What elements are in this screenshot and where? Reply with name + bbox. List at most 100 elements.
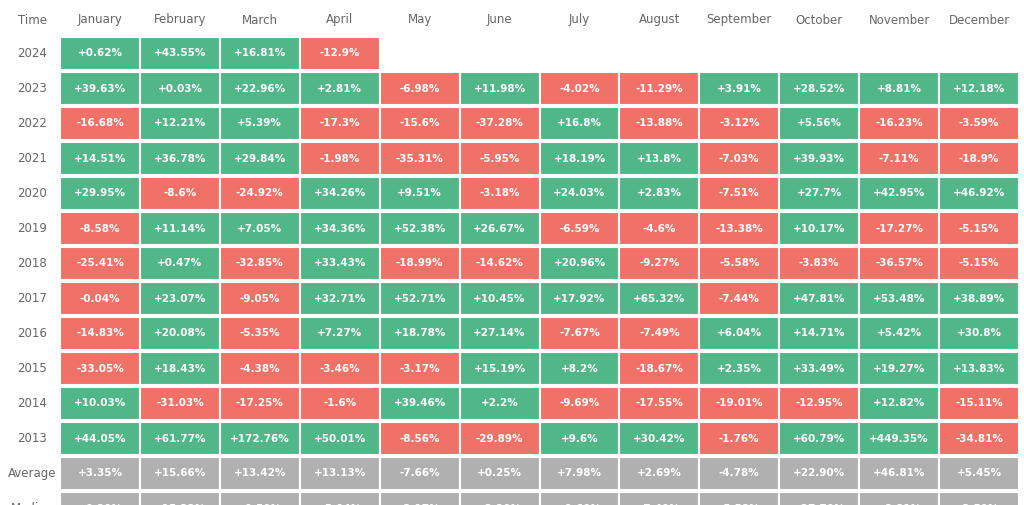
- Text: +9.60%: +9.60%: [557, 503, 602, 505]
- Bar: [220, 352, 300, 385]
- Text: +44.05%: +44.05%: [74, 433, 126, 443]
- Bar: [60, 317, 140, 350]
- Text: +14.71%: +14.71%: [793, 328, 846, 338]
- Bar: [60, 387, 140, 420]
- Text: +0.62%: +0.62%: [78, 48, 123, 59]
- Text: +449.35%: +449.35%: [869, 433, 929, 443]
- Bar: [939, 247, 1019, 280]
- Bar: [859, 212, 939, 245]
- Text: +15.32%: +15.32%: [154, 503, 206, 505]
- Text: October: October: [796, 14, 843, 26]
- Text: 2014: 2014: [17, 397, 47, 410]
- Bar: [779, 457, 859, 490]
- Bar: [460, 177, 540, 210]
- Bar: [140, 212, 220, 245]
- Text: -6.98%: -6.98%: [399, 83, 440, 93]
- Text: +9.6%: +9.6%: [561, 433, 598, 443]
- Text: July: July: [569, 14, 590, 26]
- Text: +13.42%: +13.42%: [233, 469, 286, 479]
- Text: +8.81%: +8.81%: [877, 83, 922, 93]
- Bar: [300, 107, 380, 140]
- Bar: [300, 282, 380, 315]
- Text: -3.18%: -3.18%: [479, 188, 520, 198]
- Text: -14.62%: -14.62%: [475, 259, 523, 269]
- Text: -7.03%: -7.03%: [719, 154, 760, 164]
- Bar: [620, 352, 699, 385]
- Bar: [460, 282, 540, 315]
- Bar: [939, 387, 1019, 420]
- Text: 2021: 2021: [17, 152, 47, 165]
- Text: Time: Time: [18, 14, 47, 26]
- Bar: [300, 142, 380, 175]
- Text: +27.70%: +27.70%: [793, 503, 846, 505]
- Text: -17.3%: -17.3%: [319, 119, 360, 128]
- Text: +34.36%: +34.36%: [313, 224, 366, 233]
- Bar: [620, 72, 699, 105]
- Bar: [540, 317, 620, 350]
- Bar: [939, 107, 1019, 140]
- Text: +39.63%: +39.63%: [74, 83, 126, 93]
- Bar: [60, 37, 140, 70]
- Text: +26.67%: +26.67%: [473, 224, 525, 233]
- Bar: [779, 5, 859, 35]
- Text: -4.6%: -4.6%: [643, 224, 676, 233]
- Text: +38.89%: +38.89%: [953, 293, 1006, 304]
- Text: +46.81%: +46.81%: [872, 469, 926, 479]
- Text: -16.68%: -16.68%: [76, 119, 124, 128]
- Text: Average: Average: [8, 467, 56, 480]
- Bar: [859, 387, 939, 420]
- Bar: [300, 352, 380, 385]
- Text: -1.76%: -1.76%: [719, 433, 760, 443]
- Bar: [140, 247, 220, 280]
- Text: -3.17%: -3.17%: [399, 364, 440, 374]
- Text: 2016: 2016: [17, 327, 47, 340]
- Text: -4.78%: -4.78%: [719, 469, 760, 479]
- Text: -7.49%: -7.49%: [639, 328, 680, 338]
- Bar: [380, 142, 460, 175]
- Text: -6.59%: -6.59%: [559, 224, 600, 233]
- Text: -4.02%: -4.02%: [559, 83, 600, 93]
- Text: -5.15%: -5.15%: [958, 224, 999, 233]
- Text: +32.71%: +32.71%: [313, 293, 366, 304]
- Text: -7.49%: -7.49%: [639, 503, 680, 505]
- Text: +16.8%: +16.8%: [557, 119, 602, 128]
- Text: -36.57%: -36.57%: [876, 259, 923, 269]
- Text: +65.32%: +65.32%: [633, 293, 685, 304]
- Text: +5.39%: +5.39%: [238, 119, 283, 128]
- Bar: [380, 387, 460, 420]
- Text: +10.03%: +10.03%: [74, 398, 126, 409]
- Bar: [939, 282, 1019, 315]
- Bar: [939, 492, 1019, 505]
- Bar: [140, 457, 220, 490]
- Text: -7.66%: -7.66%: [399, 469, 440, 479]
- Bar: [620, 317, 699, 350]
- Bar: [140, 37, 220, 70]
- Text: -33.05%: -33.05%: [76, 364, 124, 374]
- Bar: [220, 282, 300, 315]
- Text: +20.96%: +20.96%: [553, 259, 605, 269]
- Bar: [60, 492, 140, 505]
- Bar: [460, 492, 540, 505]
- Bar: [540, 107, 620, 140]
- Text: -17.25%: -17.25%: [236, 398, 284, 409]
- Bar: [699, 387, 779, 420]
- Text: -5.15%: -5.15%: [958, 259, 999, 269]
- Bar: [939, 352, 1019, 385]
- Bar: [540, 72, 620, 105]
- Text: +8.2%: +8.2%: [560, 364, 598, 374]
- Bar: [699, 72, 779, 105]
- Bar: [300, 387, 380, 420]
- Bar: [460, 107, 540, 140]
- Bar: [380, 492, 460, 505]
- Text: +0.25%: +0.25%: [477, 469, 522, 479]
- Text: March: March: [242, 14, 278, 26]
- Bar: [620, 212, 699, 245]
- Text: +5.42%: +5.42%: [877, 328, 922, 338]
- Bar: [859, 282, 939, 315]
- Text: -3.83%: -3.83%: [799, 259, 840, 269]
- Bar: [5, 37, 60, 70]
- Bar: [380, 457, 460, 490]
- Text: April: April: [326, 14, 353, 26]
- Bar: [380, 317, 460, 350]
- Text: November: November: [868, 14, 930, 26]
